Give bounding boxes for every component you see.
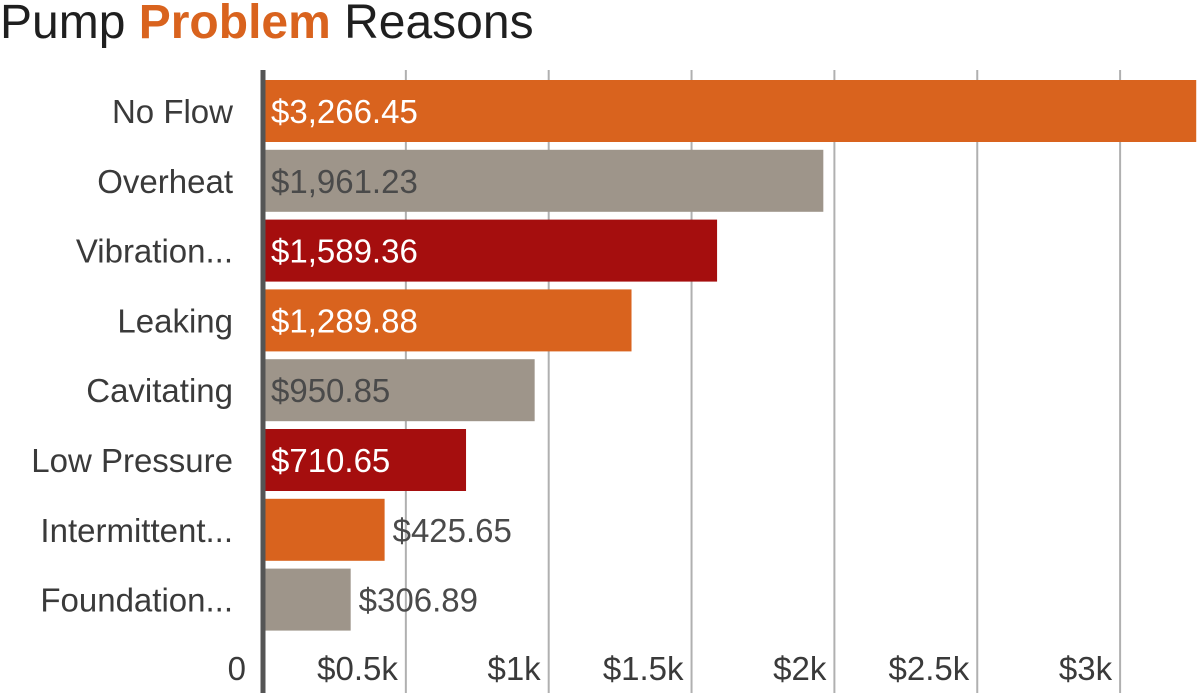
x-tick-label: $2.5k xyxy=(889,650,970,687)
category-label: Cavitating xyxy=(86,372,233,409)
chart-title: Pump Problem Reasons xyxy=(0,0,534,50)
title-prefix: Pump xyxy=(0,0,126,49)
bar xyxy=(263,149,824,212)
category-label: No Flow xyxy=(112,93,233,130)
value-label: $3,266.45 xyxy=(271,93,418,130)
category-label: Leaking xyxy=(117,302,233,339)
value-label: $710.65 xyxy=(271,442,390,479)
category-label: Overheat xyxy=(97,163,233,200)
x-tick-label: $2k xyxy=(773,650,827,687)
category-label: Vibration... xyxy=(76,233,233,270)
bar xyxy=(263,429,467,491)
x-tick-label: $0.5k xyxy=(317,650,398,687)
x-tick-label: $1.5k xyxy=(603,650,684,687)
x-tick-label: $1k xyxy=(487,650,541,687)
title-suffix: Reasons xyxy=(344,0,534,49)
value-label: $425.65 xyxy=(393,512,512,549)
bar xyxy=(263,219,718,282)
category-label: Intermittent... xyxy=(40,512,233,549)
value-label: $306.89 xyxy=(359,582,478,619)
bar xyxy=(263,568,351,631)
category-label: Foundation... xyxy=(40,582,233,619)
bar xyxy=(263,289,632,352)
x-tick-label: $3k xyxy=(1059,650,1113,687)
value-label: $1,589.36 xyxy=(271,233,418,270)
value-label: $1,961.23 xyxy=(271,163,418,200)
bar xyxy=(263,498,385,561)
x-tick-label: 0 xyxy=(228,650,246,687)
bar xyxy=(263,80,1197,142)
category-label: Low Pressure xyxy=(31,442,233,479)
bar xyxy=(263,359,535,422)
value-label: $950.85 xyxy=(271,372,390,409)
title-highlight: Problem xyxy=(138,0,331,49)
value-label: $1,289.88 xyxy=(271,302,418,339)
